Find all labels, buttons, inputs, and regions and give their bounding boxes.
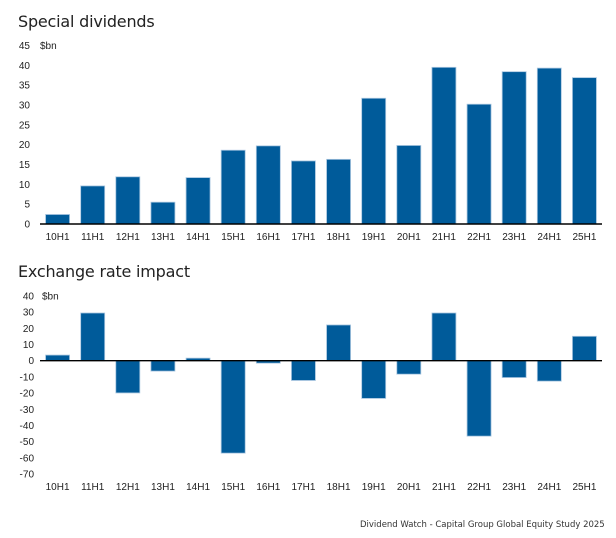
bar-16H1 [255,145,281,225]
bar-25H1 [572,77,597,225]
bar-21H1 [431,66,457,225]
x-tick-label: 21H1 [432,232,456,243]
y-tick-label: 40 [19,61,31,72]
y-tick-label: 10 [23,340,35,351]
x-tick-label: 16H1 [256,232,280,243]
y-tick-label: -60 [20,453,35,464]
x-tick-label: 18H1 [327,232,351,243]
bar-11H1 [80,185,106,225]
x-tick-label: 20H1 [397,482,421,493]
x-tick-label: 13H1 [151,232,175,243]
bar-22H1 [466,103,492,225]
source-footer: Dividend Watch - Capital Group Global Eq… [360,520,605,530]
bar-20H1 [396,360,422,375]
x-tick-label: 21H1 [432,482,456,493]
x-tick-label: 12H1 [116,232,140,243]
y-tick-label: -70 [20,470,35,481]
y-tick-label: 20 [23,324,35,335]
y-tick-label: 25 [19,120,31,131]
y-tick-label: -10 [20,372,35,383]
x-tick-label: 15H1 [221,232,245,243]
x-tick-label: 23H1 [502,232,526,243]
y-tick-label: 5 [24,200,30,211]
x-tick-label: 14H1 [186,482,210,493]
x-tick-label: 17H1 [291,232,315,243]
bar-11H1 [80,312,106,362]
bar-12H1 [115,176,141,225]
bar-10H1 [45,354,70,362]
bar-15H1 [220,149,246,225]
bar-10H1 [45,214,70,225]
x-tick-label: 25H1 [572,232,596,243]
chart-title-special-dividends: Special dividends [18,12,155,31]
y-tick-label: 40 [23,292,35,303]
y-tick-label: 30 [23,308,35,319]
bar-23H1 [501,360,527,378]
bar-18H1 [326,158,351,225]
y-tick-label: -40 [20,421,35,432]
y-axis-unit-label: $bn [42,292,59,303]
bar-20H1 [396,145,422,225]
bar-13H1 [150,360,176,372]
y-tick-label: 20 [19,140,31,151]
x-tick-label: 22H1 [467,232,491,243]
bar-19H1 [361,97,387,225]
bar-25H1 [572,335,597,362]
bar-19H1 [361,360,387,399]
x-tick-label: 19H1 [362,232,386,243]
bar-23H1 [501,71,527,225]
x-tick-label: 24H1 [537,482,561,493]
y-tick-label: 35 [19,81,31,92]
bar-21H1 [431,312,457,362]
y-tick-label: 0 [28,356,34,367]
y-tick-label: -20 [20,389,35,400]
bar-17H1 [291,360,316,381]
y-tick-label: -30 [20,405,35,416]
x-tick-label: 12H1 [116,482,140,493]
chart-title-exchange-rate-impact: Exchange rate impact [18,262,190,281]
bar-22H1 [466,360,492,437]
x-tick-label: 10H1 [46,482,70,493]
y-tick-label: 30 [19,101,31,112]
x-tick-label: 10H1 [46,232,70,243]
x-tick-label: 24H1 [537,232,561,243]
x-tick-label: 14H1 [186,232,210,243]
x-tick-label: 11H1 [81,482,105,493]
x-tick-label: 17H1 [291,482,315,493]
x-tick-label: 13H1 [151,482,175,493]
bar-17H1 [291,160,316,225]
x-tick-label: 23H1 [502,482,526,493]
x-tick-label: 22H1 [467,482,491,493]
x-tick-label: 11H1 [81,232,105,243]
y-tick-label: -50 [20,437,35,448]
y-tick-label: 15 [19,160,31,171]
x-tick-label: 18H1 [327,482,351,493]
y-tick-label: 10 [19,180,31,191]
bar-18H1 [326,324,351,362]
x-tick-label: 25H1 [572,482,596,493]
y-tick-label: 0 [24,220,30,231]
bar-14H1 [185,177,211,225]
bar-12H1 [115,360,141,394]
bar-24H1 [536,360,562,382]
x-tick-label: 16H1 [256,482,280,493]
y-axis-unit-label: $bn [40,41,57,52]
bar-13H1 [150,201,176,225]
y-tick-label: 45 [19,41,31,52]
x-tick-label: 15H1 [221,482,245,493]
x-tick-label: 19H1 [362,482,386,493]
bar-24H1 [536,67,562,225]
x-tick-label: 20H1 [397,232,421,243]
bar-15H1 [220,360,246,454]
